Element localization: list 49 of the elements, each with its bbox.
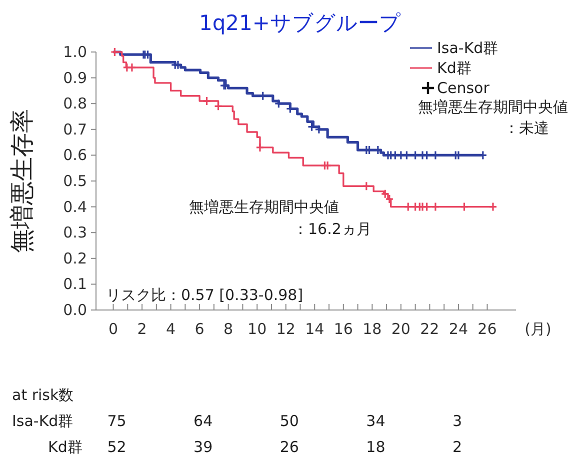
text: at risk数 — [12, 386, 74, 404]
y-tick-label: 0.0 — [63, 301, 87, 319]
legend-label: Isa-Kd群 — [437, 39, 498, 57]
text: 26 — [280, 438, 299, 456]
text: Kd群 — [48, 438, 82, 456]
text: 34 — [366, 412, 386, 430]
x-axis-title: (月) — [524, 320, 552, 338]
annotation: リスク比：0.57 [0.33-0.98] — [106, 286, 304, 304]
text: 75 — [107, 412, 126, 430]
x-tick-label: 20 — [391, 320, 410, 338]
x-tick-label: 8 — [224, 320, 234, 338]
x-tick-label: 6 — [194, 320, 204, 338]
x-tick-label: 2 — [137, 320, 147, 338]
text: 64 — [194, 412, 213, 430]
y-axis-title: 無増悪生存率 — [8, 109, 36, 253]
y-tick-label: 0.5 — [63, 172, 87, 190]
legend-label: Kd群 — [437, 59, 472, 77]
y-tick-label: 0.7 — [63, 120, 87, 138]
annotation: Censor — [437, 79, 490, 97]
text: 18 — [366, 438, 386, 456]
y-tick-label: 0.8 — [63, 94, 87, 113]
y-tick-label: 0.2 — [63, 249, 87, 268]
chart-title: 1q21+サブグループ — [198, 11, 402, 35]
x-tick-label: 26 — [478, 320, 497, 338]
annotation: 無増悪生存期間中央値 — [418, 98, 568, 116]
annotation: ：16.2ヵ月 — [293, 220, 372, 238]
text: Isa-Kd群 — [12, 412, 74, 430]
y-tick-label: 1.0 — [63, 43, 87, 61]
x-tick-label: 24 — [448, 320, 468, 338]
x-tick-label: 0 — [108, 320, 118, 338]
annotation: 無増悪生存期間中央値 — [189, 198, 339, 216]
x-tick-label: 22 — [420, 320, 440, 338]
text: 39 — [194, 438, 213, 456]
text: 2 — [452, 438, 462, 456]
x-tick-label: 10 — [248, 320, 267, 338]
text: 52 — [107, 438, 126, 456]
x-tick-label: 12 — [276, 320, 296, 338]
x-tick-label: 18 — [362, 320, 382, 338]
y-tick-label: 0.9 — [63, 68, 87, 87]
y-tick-label: 0.1 — [63, 275, 87, 294]
x-tick-label: 14 — [305, 320, 324, 338]
text: 3 — [452, 412, 462, 430]
x-tick-label: 4 — [166, 320, 176, 338]
y-tick-label: 0.6 — [63, 146, 87, 164]
annotation: ：未達 — [504, 119, 549, 137]
x-tick-label: 16 — [334, 320, 353, 338]
text: 50 — [280, 412, 299, 430]
y-tick-label: 0.4 — [63, 198, 87, 216]
y-tick-label: 0.3 — [63, 224, 87, 242]
